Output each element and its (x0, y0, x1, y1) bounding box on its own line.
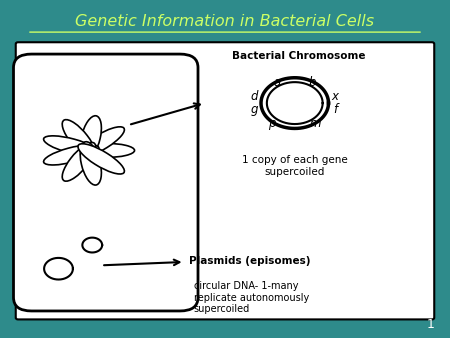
Text: 1 copy of each gene
supercoiled: 1 copy of each gene supercoiled (242, 155, 347, 177)
Text: x: x (332, 90, 339, 103)
Ellipse shape (62, 143, 96, 181)
Text: Genetic Information in Bacterial Cells: Genetic Information in Bacterial Cells (76, 15, 374, 29)
Ellipse shape (78, 127, 124, 157)
Text: g: g (251, 103, 258, 116)
Ellipse shape (44, 145, 99, 165)
FancyBboxPatch shape (14, 54, 198, 311)
Text: b: b (309, 76, 316, 89)
FancyBboxPatch shape (16, 42, 434, 319)
Text: 1: 1 (427, 318, 434, 331)
Ellipse shape (78, 144, 124, 174)
Text: p: p (269, 117, 276, 130)
Ellipse shape (62, 120, 96, 158)
Text: a: a (273, 76, 280, 89)
Ellipse shape (80, 116, 101, 159)
Text: d: d (251, 90, 258, 103)
Ellipse shape (44, 136, 99, 156)
Text: m: m (309, 117, 321, 130)
Text: Plasmids (episomes): Plasmids (episomes) (189, 256, 310, 266)
Ellipse shape (76, 143, 135, 158)
Text: circular DNA- 1-many
replicate autonomously
supercoiled: circular DNA- 1-many replicate autonomou… (194, 281, 309, 314)
Text: f: f (333, 103, 338, 116)
Text: Bacterial Chromosome: Bacterial Chromosome (233, 51, 366, 61)
Ellipse shape (80, 142, 101, 185)
